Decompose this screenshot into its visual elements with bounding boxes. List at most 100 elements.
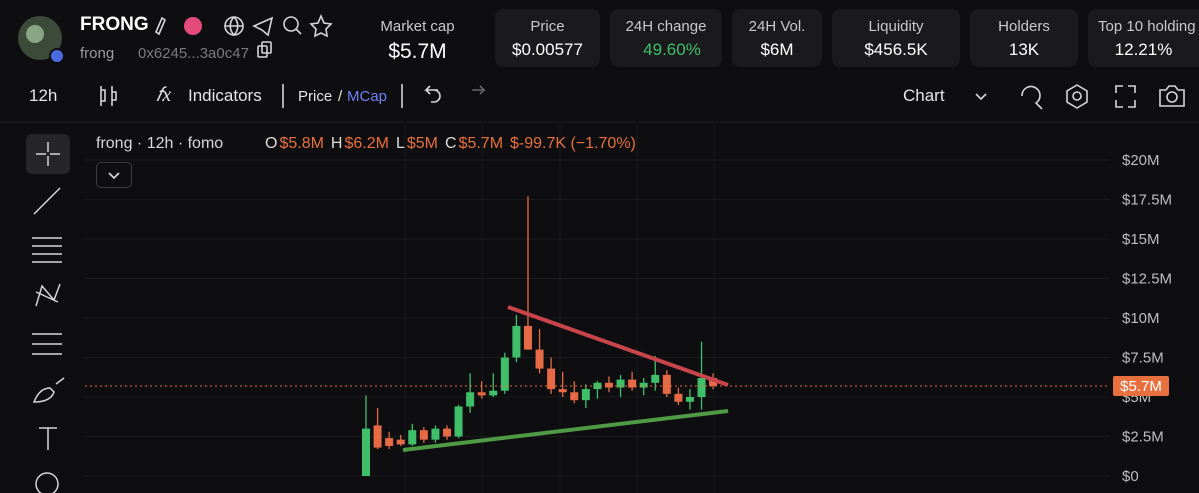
- stat-value: 12.21%: [1114, 40, 1173, 59]
- stat: 24H change 49.60%: [610, 9, 722, 67]
- stat: Liquidity $456.5K: [832, 9, 960, 67]
- stat-value: $0.00577: [512, 40, 583, 59]
- legend-value: $5.7M: [458, 135, 504, 152]
- cursor-tool[interactable]: [26, 134, 70, 174]
- contract-address[interactable]: 0x6245...3a0c47: [138, 45, 249, 62]
- y-tick-label: $12.5M: [1122, 271, 1172, 288]
- candle-body: [558, 389, 567, 393]
- candle-body: [581, 389, 590, 401]
- candle-body: [466, 392, 475, 407]
- indicator-search[interactable]: [1021, 85, 1043, 110]
- y-tick-label: $7.5M: [1122, 350, 1164, 367]
- candle-body: [385, 438, 394, 446]
- redo[interactable]: [472, 85, 486, 95]
- support-line: [402, 409, 729, 452]
- stat-label: 24H Vol.: [748, 18, 806, 35]
- star-icon[interactable]: [309, 13, 333, 38]
- legend-value: $6.2M: [344, 135, 389, 152]
- fullscreen[interactable]: [1115, 85, 1136, 108]
- candle-body: [419, 430, 428, 440]
- candle-body: [500, 357, 509, 391]
- current-price-label: $5.7M: [1120, 378, 1162, 395]
- line-tool[interactable]: [33, 187, 61, 215]
- price-toggle[interactable]: Price: [298, 88, 333, 105]
- candle-body: [396, 439, 405, 445]
- candle-body: [604, 382, 613, 388]
- stat: Top 10 holding 12.21%: [1088, 9, 1199, 67]
- stat: Holders 13K: [970, 9, 1078, 67]
- legend-collapse[interactable]: [96, 162, 132, 188]
- candle-body: [373, 425, 382, 448]
- pump-icon[interactable]: [184, 17, 202, 35]
- candle-body: [662, 374, 671, 394]
- resistance-line: [507, 305, 729, 387]
- stat-label: Top 10 holding: [1098, 18, 1196, 35]
- stat: Market cap $5.7M: [365, 9, 470, 67]
- telegram-icon[interactable]: [252, 16, 274, 37]
- chevron: [108, 172, 120, 180]
- drawing-tools: [32, 142, 65, 493]
- indicators[interactable]: Indicators: [188, 86, 262, 105]
- candle-body: [697, 378, 706, 398]
- candle-body: [616, 379, 625, 388]
- candle-body: [639, 382, 648, 388]
- y-tick-label: $20M: [1122, 152, 1160, 169]
- y-tick-label: $10M: [1122, 310, 1160, 327]
- candle-body: [547, 368, 556, 390]
- screenshot[interactable]: [1159, 85, 1185, 107]
- candle-body: [570, 392, 579, 401]
- stat-value: 49.60%: [643, 40, 701, 59]
- brush-tool[interactable]: [32, 377, 65, 403]
- toolbar-icons: [100, 84, 1185, 110]
- verified-badge: [49, 48, 65, 64]
- text-tool[interactable]: [39, 427, 57, 450]
- settings[interactable]: [1066, 84, 1088, 109]
- candle-body: [685, 397, 694, 402]
- search-icon[interactable]: [283, 16, 299, 32]
- candle-body: [709, 378, 718, 386]
- candle-body: [362, 428, 370, 477]
- legend-key: O: [265, 135, 278, 152]
- chart-type[interactable]: Chart: [903, 86, 945, 105]
- projection-tool[interactable]: [32, 333, 62, 355]
- legend-symbol: frong · 12h · fomo: [96, 135, 224, 152]
- legend-key: H: [330, 135, 343, 152]
- candle-body: [477, 392, 486, 396]
- legend-key: L: [395, 135, 405, 152]
- candle-body: [535, 349, 544, 369]
- candle-body: [454, 406, 463, 437]
- stat-value: $5.7M: [388, 40, 447, 63]
- candle-body: [628, 379, 637, 388]
- candle-body: [674, 393, 683, 402]
- legend-value: $5M: [406, 135, 438, 152]
- avatar-art: [26, 25, 44, 43]
- stat-value: 13K: [1008, 40, 1040, 59]
- y-tick-label: $0: [1122, 468, 1139, 485]
- candle-body: [651, 374, 660, 383]
- stat-label: 24H change: [625, 18, 707, 35]
- undo[interactable]: [424, 85, 441, 103]
- legend-change: $-99.7K (−1.70%): [510, 135, 636, 152]
- pattern-tool[interactable]: [35, 283, 61, 307]
- mcap-toggle[interactable]: MCap: [347, 88, 388, 105]
- stat-value: $456.5K: [864, 40, 928, 59]
- candle-body: [431, 428, 440, 440]
- current-price-badge: [1113, 375, 1169, 396]
- plot: $0 $2.5M $5M $7.5M $10M $12.5M $15M $17.5M $20M $…: [85, 125, 1172, 493]
- interval[interactable]: 12h: [29, 86, 58, 105]
- legend-value: $5.8M: [279, 135, 324, 152]
- fib-tool[interactable]: [32, 237, 62, 263]
- header-icons: [155, 13, 333, 58]
- y-tick-label: $15M: [1122, 231, 1160, 248]
- stat-label: Holders: [998, 18, 1050, 35]
- legend-ohlc: O $5.8M H $6.2M L $5M C $5.7M $-99.7K (−1.70…: [265, 135, 636, 153]
- stat: 24H Vol. $6M: [732, 9, 822, 67]
- chart-dropdown[interactable]: [975, 93, 987, 101]
- emoji-tool[interactable]: [35, 472, 59, 493]
- fx-icon: 𝑓x: [156, 84, 172, 106]
- token-name: FRONG: [80, 14, 149, 35]
- stat-value: $6M: [760, 40, 794, 59]
- stat-label: Liquidity: [868, 18, 924, 35]
